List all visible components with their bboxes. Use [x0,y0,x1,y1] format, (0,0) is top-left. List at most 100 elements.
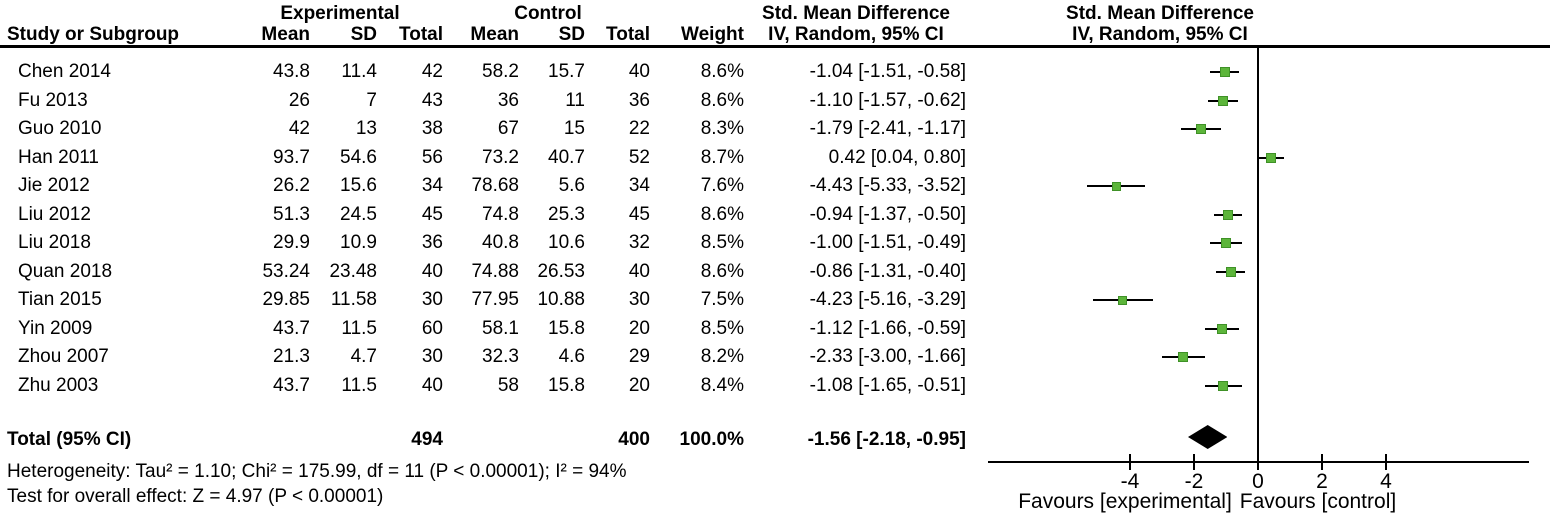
weight: 8.6% [700,203,744,225]
axis-tick [1257,454,1259,470]
effect-square [1217,323,1228,334]
col-ctl-mean: Mean [470,24,519,45]
study-name: Quan 2018 [18,260,113,282]
ctl-sd: 15.8 [548,317,585,339]
effect-square [1225,266,1236,277]
exp-sd: 11.58 [330,289,377,310]
effect-square [1195,124,1206,135]
ctl-total: 36 [628,89,650,111]
exp-total: 45 [421,203,443,225]
ctl-mean: 74.88 [471,260,519,282]
ctl-sd: 15.7 [548,61,585,82]
ctl-mean: 58.2 [482,61,519,82]
study-name: Han 2011 [18,146,99,168]
exp-mean: 26 [288,89,310,111]
overall-effect-note: Test for overall effect: Z = 4.97 (P < 0… [7,486,384,507]
col-ctl-sd: SD [558,24,585,45]
ctl-mean: 32.3 [482,346,519,367]
axis-tick [1321,454,1323,470]
col-exp-sd: SD [350,24,377,45]
axis-tick-label: 4 [1380,470,1392,493]
axis-tick [1129,454,1131,470]
ctl-sd: 25.3 [548,203,585,225]
ctl-sd: 11 [565,89,585,111]
zero-line [1257,48,1259,463]
exp-sd: 54.6 [340,146,377,168]
exp-sd: 10.9 [340,232,377,253]
weight: 8.4% [700,374,744,396]
ctl-sd: 4.6 [558,346,585,367]
ci-label: 0.42 [0.04, 0.80] [828,146,966,168]
total-weight: 100.0% [679,429,744,450]
exp-sd: 15.6 [340,175,377,196]
study-name: Yin 2009 [18,317,93,339]
exp-sd: 11.5 [341,374,377,396]
ctl-sd: 26.53 [537,260,585,282]
study-row: Chen 2014 43.8 11.4 42 58.2 15.7 40 8.6% -1.04 [… [0,58,975,87]
ctl-mean: 74.8 [482,203,519,225]
ctl-total: 30 [628,289,650,310]
total-row-label: Total (95% CI) [7,429,132,450]
ctl-total: 20 [628,374,650,396]
ctl-mean: 73.2 [482,146,519,168]
ctl-total: 34 [628,175,650,196]
exp-sd: 24.5 [340,203,377,225]
weight: 8.5% [700,232,744,253]
exp-total: 40 [421,260,443,282]
ci-label: -0.94 [-1.37, -0.50] [809,203,966,225]
heterogeneity-note: Heterogeneity: Tau² = 1.10; Chi² = 175.9… [7,461,627,482]
effect-square [1118,295,1128,305]
axis-tick [1385,454,1387,470]
axis-tick-label: -2 [1184,470,1204,493]
ci-label: -1.10 [-1.57, -0.62] [809,89,966,111]
study-row: Zhu 2003 43.7 11.5 40 58 15.8 20 8.4% -1.08 [-1.… [0,372,975,401]
ci-label: -0.86 [-1.31, -0.40] [809,260,966,282]
exp-sd: 13 [355,118,377,139]
axis-tick-label: -4 [1120,470,1140,493]
header-underline [0,45,1550,48]
col-exp-mean: Mean [261,24,310,45]
ctl-total: 45 [628,203,650,225]
study-row: Quan 2018 53.24 23.48 40 74.88 26.53 40 8.6% -0.… [0,258,975,287]
total-exp-total: 494 [411,429,443,450]
exp-mean: 43.8 [273,61,310,82]
effect-square [1217,95,1228,106]
study-name: Zhu 2003 [18,374,99,396]
exp-sd: 11.5 [341,317,377,339]
total-ctl-total: 400 [618,429,650,450]
exp-total: 40 [421,374,443,396]
exp-total: 56 [421,146,443,168]
ci-label: -4.43 [-5.33, -3.52] [809,175,966,196]
favours-control-label: Favours [control] [1239,490,1397,513]
header-group-experimental: Experimental [280,3,400,24]
weight: 8.6% [700,260,744,282]
ctl-sd: 15.8 [548,374,585,396]
weight: 8.3% [700,118,744,139]
ci-label: -1.00 [-1.51, -0.49] [809,232,966,253]
study-row: Han 2011 93.7 54.6 56 73.2 40.7 52 8.7% 0.42 [0.… [0,144,975,173]
study-name: Jie 2012 [18,175,90,196]
ctl-sd: 10.88 [537,289,585,310]
exp-mean: 53.24 [262,260,310,282]
exp-total: 43 [421,89,443,111]
exp-mean: 29.85 [262,289,310,310]
ctl-mean: 67 [497,118,519,139]
ctl-total: 22 [628,118,650,139]
exp-sd: 23.48 [329,260,377,282]
exp-mean: 42 [288,118,310,139]
ctl-total: 40 [628,260,650,282]
ctl-total: 52 [628,146,650,168]
ctl-mean: 78.68 [471,175,519,196]
header-smd-title-plot: Std. Mean Difference [1066,3,1254,24]
ctl-mean: 36 [497,89,519,111]
col-study-or-subgroup: Study or Subgroup [7,24,180,45]
col-ctl-total: Total [606,24,650,45]
ci-label: -1.04 [-1.51, -0.58] [809,61,966,82]
ctl-total: 29 [628,346,650,367]
ctl-mean: 40.8 [482,232,519,253]
ctl-sd: 40.7 [548,146,585,168]
exp-total: 30 [421,289,443,310]
col-ci-plot: IV, Random, 95% CI [1072,24,1248,45]
ctl-sd: 10.6 [548,232,585,253]
axis-tick-label: 0 [1252,470,1264,493]
